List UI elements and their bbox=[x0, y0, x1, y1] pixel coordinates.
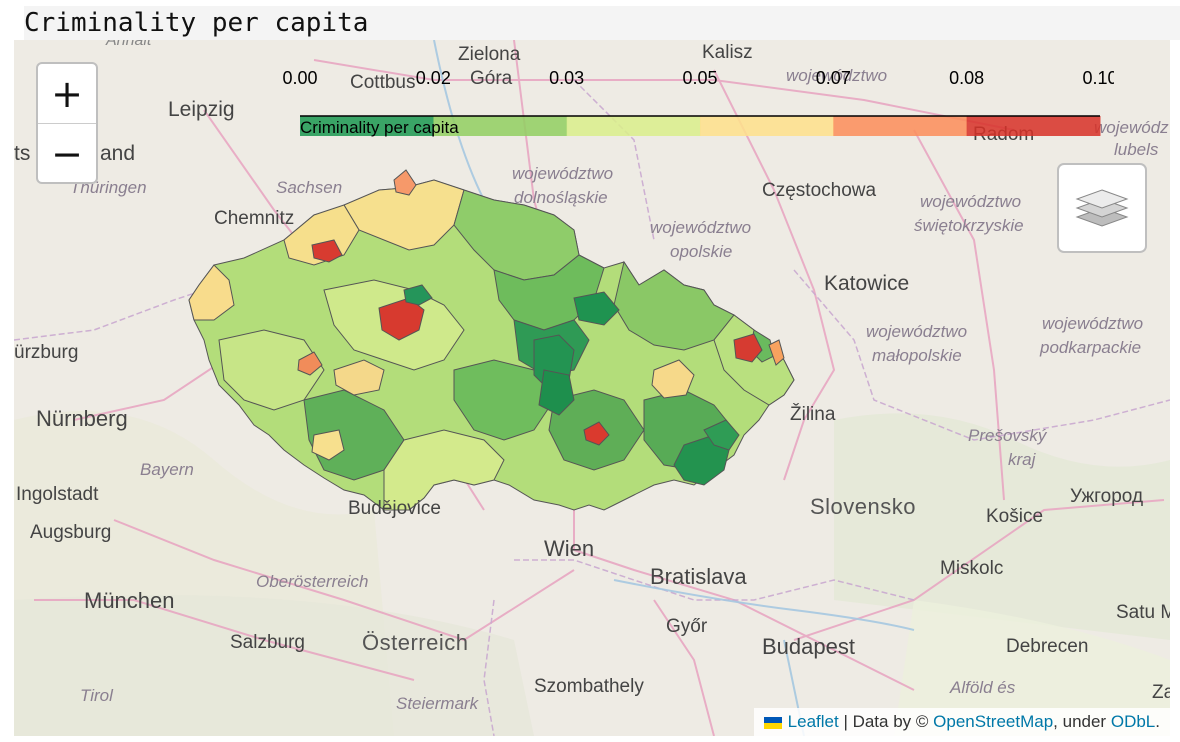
region-label: Tirol bbox=[80, 686, 113, 705]
legend-swatch bbox=[300, 116, 434, 136]
legend-tick-label: 0.05 bbox=[682, 68, 717, 88]
region-label: dolnośląskie bbox=[514, 188, 608, 207]
legend-tick-label: 0.03 bbox=[549, 68, 584, 88]
place-label: Częstochowa bbox=[762, 180, 877, 201]
color-legend: 0.00 0.02 0.03 0.05 0.07 0.08 0.10 Criminality… bbox=[274, 64, 1114, 144]
place-label: ürzburg bbox=[14, 342, 79, 363]
place-label: München bbox=[84, 588, 175, 613]
page-title: Criminality per capita bbox=[24, 6, 1180, 40]
region-label: wojewódz bbox=[1094, 118, 1169, 137]
place-label: Miskolc bbox=[940, 558, 1004, 579]
map-tiles bbox=[14, 40, 1170, 736]
ukraine-flag-icon bbox=[763, 716, 782, 729]
odbl-link[interactable]: ODbL bbox=[1110, 712, 1156, 731]
region-label: kraj bbox=[1008, 450, 1036, 469]
openstreetmap-link[interactable]: OpenStreetMap bbox=[933, 712, 1054, 731]
place-label: Budějovice bbox=[348, 498, 441, 519]
legend-tick-label: 0.08 bbox=[949, 68, 984, 88]
place-label: Chemnitz bbox=[214, 208, 295, 229]
zoom-out-button[interactable]: − bbox=[51, 131, 83, 176]
region-label: świętokrzyskie bbox=[914, 216, 1024, 235]
legend-tick-label: 0.07 bbox=[816, 68, 851, 88]
place-label: Augsburg bbox=[30, 522, 112, 543]
choropleth-layer bbox=[188, 169, 795, 511]
region-label: małopolskie bbox=[872, 346, 962, 365]
legend-swatch bbox=[966, 116, 1101, 136]
region-label: podkarpackie bbox=[1040, 338, 1142, 357]
layers-icon bbox=[1075, 189, 1129, 227]
attribution-under: , under bbox=[1053, 712, 1107, 731]
legend-colorbar: 0.00 0.02 0.03 0.05 0.07 0.08 0.10 bbox=[282, 68, 1114, 136]
place-label: Győr bbox=[666, 616, 708, 637]
legend-tick-label: 0.10 bbox=[1082, 68, 1114, 88]
leaflet-link[interactable]: Leaflet bbox=[787, 712, 839, 731]
region-label: lubels bbox=[1114, 140, 1159, 159]
region-label: województwo bbox=[920, 192, 1022, 211]
legend-swatch bbox=[566, 116, 701, 136]
country-label: Slovensko bbox=[810, 494, 917, 519]
attribution-end: . bbox=[1155, 712, 1160, 731]
legend-caption: Criminality per capita bbox=[300, 118, 459, 137]
region-label: Sachsen bbox=[276, 178, 343, 197]
region-label: opolskie bbox=[670, 242, 733, 261]
attribution: Leaflet | Data by © OpenStreetMap, under… bbox=[753, 708, 1170, 736]
region-label: Prešovský bbox=[968, 426, 1047, 445]
place-label: Košice bbox=[986, 506, 1044, 527]
region-label: województwo bbox=[650, 218, 752, 237]
place-label: Nürnberg bbox=[36, 406, 128, 431]
place-label: and bbox=[100, 142, 136, 165]
place-label: Budapest bbox=[762, 634, 855, 659]
place-label: Debrecen bbox=[1006, 636, 1089, 657]
region-label: Bayern bbox=[140, 460, 194, 479]
place-label: Cottbus bbox=[350, 72, 416, 93]
place-label: Satu M bbox=[1116, 602, 1170, 623]
place-label: Zielona bbox=[458, 44, 521, 65]
place-label: Annait bbox=[106, 40, 152, 49]
map-container[interactable]: Annait Zielona Góra Cottbus Kalisz wojew… bbox=[14, 40, 1170, 736]
zoom-control: + − bbox=[36, 62, 98, 184]
region-label: Alföld és bbox=[950, 678, 1016, 697]
zoom-in-button[interactable]: + bbox=[38, 64, 96, 124]
region-label: województwo bbox=[1042, 314, 1144, 333]
region-label: województwo bbox=[512, 164, 614, 183]
place-label: Wien bbox=[544, 536, 595, 561]
attribution-text: | Data by © bbox=[843, 712, 929, 731]
place-label: Góra bbox=[470, 68, 513, 89]
place-label: Leipzig bbox=[168, 98, 235, 121]
region-label: Oberösterreich bbox=[256, 572, 369, 591]
legend-swatch bbox=[833, 116, 968, 136]
place-label: Kalisz bbox=[702, 42, 753, 63]
legend-swatch bbox=[700, 116, 834, 136]
place-label: Katowice bbox=[824, 272, 910, 295]
place-label: Ужгород bbox=[1070, 486, 1144, 507]
place-label: Salzburg bbox=[230, 632, 305, 653]
country-label: Österreich bbox=[362, 630, 469, 655]
legend-swatch bbox=[433, 116, 568, 136]
place-label: Bratislava bbox=[650, 564, 747, 589]
place-label: Ingolstadt bbox=[16, 484, 99, 505]
place-label: Szombathely bbox=[534, 676, 644, 697]
region-label: województwo bbox=[866, 322, 968, 341]
place-label: Žilina bbox=[790, 404, 836, 425]
region-label: Steiermark bbox=[396, 694, 479, 713]
region-label: województwo bbox=[786, 66, 888, 85]
legend-tick-label: 0.00 bbox=[282, 68, 317, 88]
legend-tick-label: 0.02 bbox=[416, 68, 451, 88]
place-label: Za bbox=[1152, 682, 1170, 703]
layers-control-button[interactable] bbox=[1057, 163, 1147, 253]
place-label: ts bbox=[14, 142, 31, 165]
